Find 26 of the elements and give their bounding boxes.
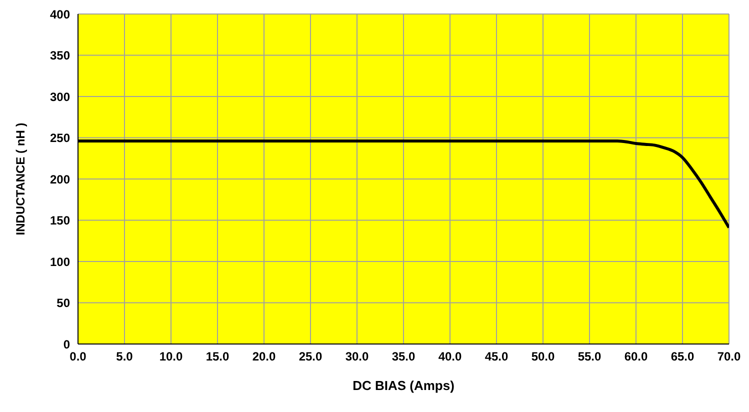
x-tick-label: 30.0 (345, 350, 369, 364)
y-tick-label: 350 (50, 48, 70, 63)
y-tick-label: 250 (50, 131, 70, 146)
y-tick-label: 300 (50, 90, 70, 104)
x-tick-label: 40.0 (438, 350, 462, 364)
x-tick-label: 55.0 (578, 350, 602, 364)
x-tick-label: 25.0 (298, 350, 322, 364)
x-tick-label: 60.0 (624, 350, 648, 364)
y-tick-label: 0 (63, 337, 70, 352)
y-tick-label: 50 (56, 296, 70, 310)
y-tick-label: 100 (50, 254, 70, 269)
x-tick-label: 35.0 (392, 350, 416, 364)
x-tick-label: 5.0 (116, 350, 134, 364)
x-tick-label: 10.0 (159, 350, 183, 364)
x-tick-label: 15.0 (206, 350, 230, 364)
x-tick-label: 65.0 (670, 350, 694, 364)
y-axis-title: INDUCTANCE ( nH ) (13, 122, 28, 236)
x-tick-label: 50.0 (531, 350, 555, 364)
y-tick-label: 400 (50, 7, 70, 22)
x-tick-label: 0.0 (70, 350, 87, 364)
x-tick-label: 20.0 (252, 350, 276, 364)
x-tick-label: 70.0 (717, 350, 741, 364)
x-axis-title: DC BIAS (Amps) (352, 378, 454, 393)
y-tick-label: 150 (50, 214, 70, 228)
y-tick-label: 200 (50, 172, 70, 186)
x-tick-label: 45.0 (484, 350, 508, 364)
